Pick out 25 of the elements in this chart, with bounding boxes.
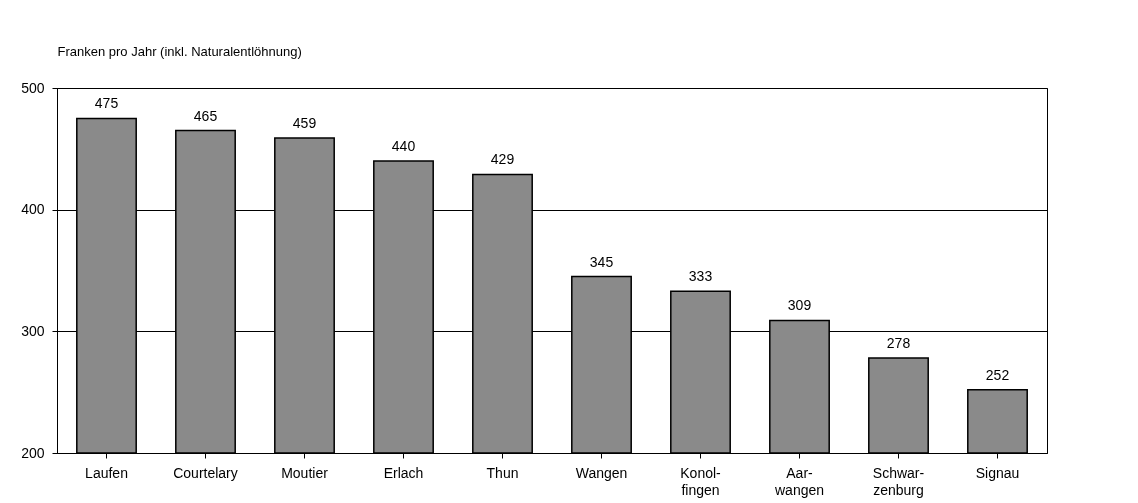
x-tick-label: Laufen xyxy=(85,464,128,481)
data-label: 465 xyxy=(193,107,218,124)
y-tick-label: 200 xyxy=(21,444,45,461)
data-label: 252 xyxy=(985,366,1010,383)
data-label: 440 xyxy=(391,138,416,154)
data-label: 333 xyxy=(688,268,713,285)
y-tick-label: 500 xyxy=(21,79,45,96)
x-tick-label: Signau xyxy=(975,464,1020,481)
data-label: 459 xyxy=(292,114,317,131)
x-tick-label: Erlach xyxy=(383,464,424,481)
x-tick-label: Thun xyxy=(486,464,519,481)
y-tick-label: 400 xyxy=(21,201,45,218)
data-label: 309 xyxy=(787,297,812,314)
data-label: 475 xyxy=(94,95,119,112)
x-tick-label: Moutier xyxy=(281,464,329,481)
data-label: 429 xyxy=(490,151,515,168)
data-label: 345 xyxy=(589,253,614,270)
y-axis-title: Franken pro Jahr (inkl. Naturalentlöhnung) xyxy=(57,43,302,59)
data-label: 278 xyxy=(886,335,911,352)
x-tick-label: Wangen xyxy=(575,464,628,481)
x-tick-label: Courtelary xyxy=(173,464,238,481)
x-tick-label: Konol-fingen xyxy=(680,464,722,498)
x-tick-label: Schwar-zenburg xyxy=(872,464,925,498)
x-tick-label: Aar-wangen xyxy=(773,464,825,498)
y-tick-label: 300 xyxy=(21,322,45,339)
